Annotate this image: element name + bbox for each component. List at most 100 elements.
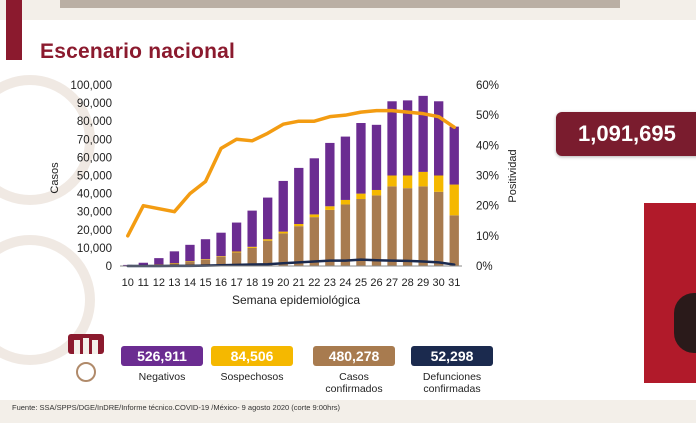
bar-segment (294, 167, 304, 225)
y2-tick-label: 10% (476, 231, 499, 243)
bar-segment (418, 95, 428, 172)
y2-tick-label: 60% (476, 80, 499, 92)
bar-segment (247, 247, 257, 266)
accent-bar (6, 0, 22, 60)
bar-segment (434, 101, 444, 176)
bar-segment (449, 126, 459, 185)
x-tick-label: 26 (370, 277, 382, 289)
bar-segment (402, 175, 413, 189)
bar-segment (278, 180, 288, 232)
bar-segment (309, 217, 319, 266)
speaker-silhouette (674, 293, 696, 353)
bar-segment (309, 158, 319, 215)
x-tick-label: 13 (168, 277, 180, 289)
bar-segment (294, 226, 304, 266)
bar-segment (185, 261, 195, 262)
bar-segment (169, 263, 180, 266)
bar-segment (154, 258, 164, 265)
bar-segment (263, 197, 273, 240)
x-tick-label: 12 (153, 277, 165, 289)
y-tick-label: 50,000 (77, 171, 112, 183)
government-logo (68, 334, 104, 382)
bar-segment (169, 263, 180, 264)
y2-axis-label: Positividad (507, 149, 519, 202)
bar-segment (154, 264, 164, 265)
x-tick-label: 30 (433, 277, 445, 289)
bar-segment (434, 175, 444, 192)
bar-segment (418, 171, 428, 187)
bar-segment (309, 214, 319, 218)
bar-segment (387, 186, 397, 266)
bar-segment (449, 215, 459, 266)
x-tick-label: 20 (277, 277, 289, 289)
y-tick-label: 90,000 (77, 98, 112, 110)
bar-segment (263, 239, 273, 241)
x-tick-label: 11 (138, 277, 149, 289)
x-tick-label: 17 (230, 277, 242, 289)
confirmados-label: Casos confirmados (325, 371, 383, 395)
confirmados-value: 480,278 (313, 346, 395, 366)
y-tick-label: 70,000 (77, 134, 112, 146)
bar-segment (356, 123, 366, 194)
background-ornament (0, 75, 95, 365)
bar-segment (294, 224, 304, 227)
bar-segment (387, 175, 397, 187)
bar-segment (371, 195, 382, 266)
x-tick-label: 23 (324, 277, 336, 289)
x-tick-label: 10 (122, 277, 134, 289)
bar-segment (231, 252, 242, 266)
y2-tick-label: 0% (476, 261, 493, 273)
x-tick-label: 24 (339, 277, 351, 289)
y-tick-label: 80,000 (77, 116, 112, 128)
bar-segment (340, 199, 351, 205)
y-tick-label: 0 (106, 261, 112, 273)
bar-segment (247, 210, 257, 247)
y-tick-label: 30,000 (77, 207, 112, 219)
page-title: Escenario nacional (40, 40, 236, 63)
bar-segment (200, 239, 211, 260)
bar-segment (185, 244, 195, 262)
negativos-value: 526,911 (121, 346, 203, 366)
x-tick-label: 31 (448, 277, 460, 289)
total-tests-badge: 1,091,695 (556, 112, 696, 156)
bar-segment (340, 136, 351, 200)
bar-segment (200, 259, 211, 260)
header-stripe (60, 0, 620, 8)
x-axis-label: Semana epidemiológica (232, 293, 360, 307)
bar-segment (231, 222, 242, 252)
x-tick-label: 18 (246, 277, 258, 289)
legend-negativos: 526,911 Negativos (120, 346, 204, 383)
y2-tick-label: 50% (476, 110, 499, 122)
sospechosos-value: 84,506 (211, 346, 293, 366)
bar-segment (200, 259, 211, 266)
y2-tick-label: 40% (476, 140, 499, 152)
bar-segment (263, 240, 273, 266)
y-tick-label: 20,000 (77, 225, 112, 237)
bar-segment (434, 191, 444, 266)
x-tick-label: 29 (417, 277, 429, 289)
bar-segment (216, 256, 226, 257)
chart-bars (123, 95, 459, 267)
x-tick-label: 21 (293, 277, 305, 289)
y-axis-label: Casos (49, 162, 61, 194)
x-tick-label: 25 (355, 277, 367, 289)
y-tick-label: 10,000 (77, 243, 112, 255)
sospechosos-label: Sospechosos (220, 371, 284, 383)
x-tick-label: 22 (308, 277, 320, 289)
bar-segment (325, 209, 335, 266)
y-tick-label: 100,000 (70, 80, 112, 92)
legend-confirmados: 480,278 Casos confirmados (312, 346, 396, 395)
bar-segment (325, 142, 335, 207)
y2-tick-label: 20% (476, 201, 499, 213)
cases-chart: 0 10,000 20,000 30,000 40,000 50,000 60,000 70,… (49, 80, 519, 307)
x-tick-label: 28 (401, 277, 413, 289)
negativos-label: Negativos (138, 371, 186, 383)
bar-segment (325, 206, 335, 210)
bar-segment (418, 186, 428, 266)
legend-sospechosos: 84,506 Sospechosos (210, 346, 294, 383)
speaker-photo (644, 203, 696, 383)
bar-segment (402, 100, 413, 176)
bar-segment (340, 204, 351, 266)
bar-segment (138, 262, 148, 266)
y-tick-label: 40,000 (77, 189, 112, 201)
